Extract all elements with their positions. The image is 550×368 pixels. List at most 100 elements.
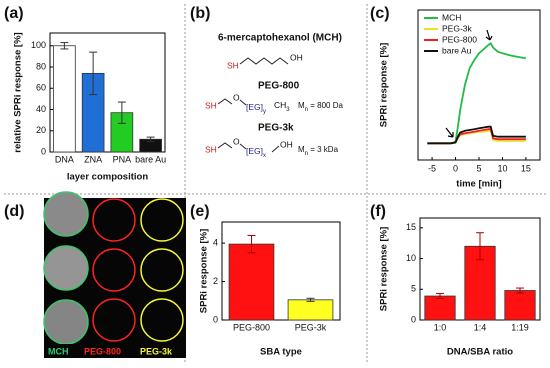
sh-label: SH [205,144,217,154]
plot-frame [221,221,341,321]
y-tick-label: 10 [406,253,416,263]
x-tick-label: 10 [497,163,507,173]
x-tick-label: DNA [55,154,74,164]
panel-label: (b) [190,5,210,22]
legend-label: PEG-800 [442,34,477,44]
spot [43,245,89,291]
x-tick-label: PEG-3k [295,322,327,332]
y-axis-label: relative SPRi response [%] [13,32,24,152]
y-tick-label: 5 [411,284,416,294]
y-tick-label: 100 [31,40,46,50]
mn: = 3 kDa [308,145,339,154]
image-label: PEG-3k [140,346,173,356]
x-tick-label: 0 [453,163,458,173]
spot [43,191,89,237]
x-axis-label: layer composition [67,172,148,183]
y-axis-label: SPRi response [%] [379,227,390,311]
eg-label: [EG]x [246,146,266,158]
mch-title: 6-mercaptohexanol (MCH) [218,33,342,44]
y-tick-label: 0 [411,314,416,324]
sh-label: SH [227,60,239,70]
x-tick-label: 1:19 [511,322,529,332]
sub: 3 [286,107,290,113]
image-label: PEG-800 [84,346,121,356]
arrow [445,127,454,138]
x-axis-label: time [min] [456,179,501,190]
panel-label: (c) [370,5,390,22]
spot [140,248,184,292]
x-tick-label: PEG-800 [233,322,270,332]
x-tick-label: 15 [521,163,531,173]
y-axis-label: SPRi response [%] [379,43,390,127]
mn-label: Mn = 800 Da [298,101,343,112]
legend-label: MCH [442,12,461,22]
image-label: MCH [48,346,69,356]
plot-frame [49,32,166,153]
o-label: O [233,92,240,102]
spot [92,298,136,342]
y-tick-label: 15 [406,222,416,232]
spot [140,198,184,242]
x-tick-label: PNA [113,154,132,164]
bar [424,295,456,321]
eg-label: [EG]y [246,102,266,114]
y-tick-label: 40 [36,104,46,114]
panel-label: (a) [4,5,24,22]
bar [53,45,76,153]
x-axis-label: DNA/SBA ratio [447,347,513,358]
spot [92,198,136,242]
y-tick-label: 80 [36,61,46,71]
y-tick-label: 2 [213,276,218,286]
spot [43,299,89,345]
chain [217,142,233,149]
m: M [298,101,305,110]
x-axis-label: SBA type [260,347,302,358]
sub: n [305,107,308,113]
arrow [485,29,493,41]
x-tick-label: 5 [476,163,481,173]
peg3k-title: PEG-3k [258,123,294,134]
chain [239,57,289,65]
x-tick-label: ZNA [84,154,102,164]
eg: [EG] [246,102,263,112]
panel-label: (f) [370,203,386,220]
oh-label: OH [290,52,303,62]
structures: 6-mercaptohexanol (MCH) SH OH PEG-800 SH… [205,33,343,159]
bar [287,299,334,321]
bond [239,143,247,150]
mn-label: Mn = 3 kDa [298,145,339,156]
peg800-title: PEG-800 [258,81,300,92]
sub: n [305,151,308,157]
x-tick-label: -5 [428,163,436,173]
panel-label: (e) [190,203,210,220]
sh-label: SH [205,100,217,110]
panel-label: (d) [4,203,24,220]
eg: [EG] [246,146,263,156]
y-tick-label: 0 [213,314,218,324]
bar [504,290,536,321]
sub: x [263,153,266,159]
legend-label: bare Au [442,45,472,55]
y-tick-label: 60 [36,83,46,93]
y-tick-label: 20 [36,125,46,135]
y-tick-label: 4 [213,238,218,248]
x-tick-label: 1:0 [434,322,447,332]
legend-label: PEG-3k [442,23,473,33]
label-strip [44,344,186,358]
line [427,125,526,145]
spot [92,248,136,292]
m: M [298,145,305,154]
bond [271,145,280,153]
spot [140,298,184,342]
ch: CH [274,100,286,110]
o-label: O [233,136,240,146]
chain [217,98,233,105]
ch3-label: CH3 [274,100,290,112]
bar [228,243,275,321]
x-tick-label: bare Au [135,154,166,164]
spri-image: MCH PEG-800 PEG-3k [43,191,186,358]
y-axis-label: SPRi response [%] [199,229,210,313]
y-tick-label: 0 [41,146,46,156]
sub: y [263,109,266,115]
